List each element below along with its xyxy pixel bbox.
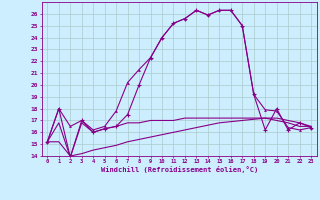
- X-axis label: Windchill (Refroidissement éolien,°C): Windchill (Refroidissement éolien,°C): [100, 166, 258, 173]
